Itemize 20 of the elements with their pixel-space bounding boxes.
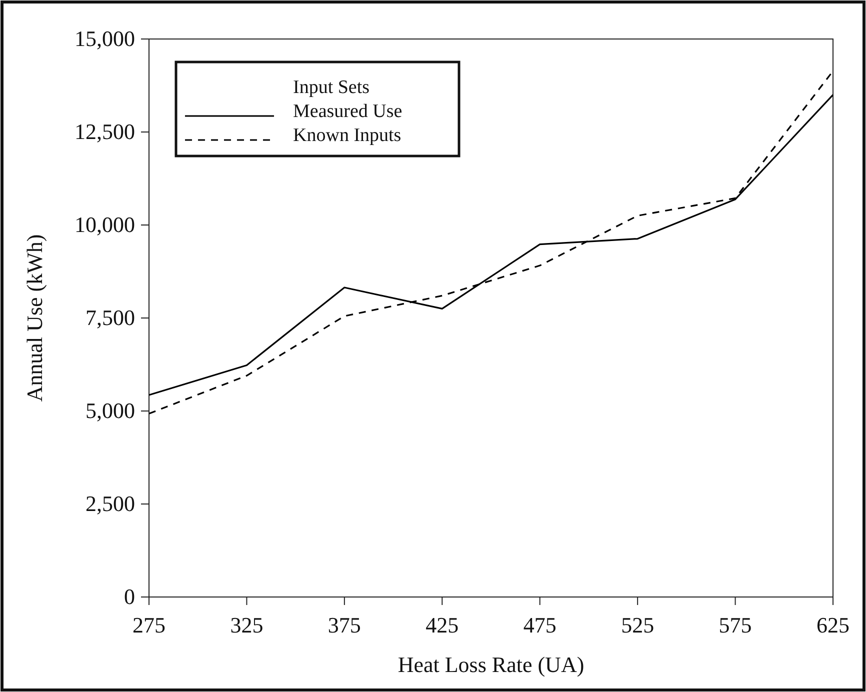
y-tick-label: 10,000 [74, 212, 135, 238]
x-tick-label: 375 [328, 612, 361, 638]
x-tick-label: 525 [621, 612, 654, 638]
y-tick-label: 15,000 [74, 26, 135, 52]
x-tick-label: 575 [718, 612, 752, 638]
legend-label: Measured Use [293, 101, 402, 122]
y-axis-title: Annual Use (kWh) [22, 234, 47, 402]
x-tick-label: 625 [816, 612, 850, 638]
y-tick-label: 5,000 [86, 398, 135, 424]
legend-title: Input Sets [293, 77, 370, 98]
legend-label: Known Inputs [293, 125, 402, 146]
y-tick-label: 7,500 [86, 305, 135, 330]
x-axis-title: Heat Loss Rate (UA) [398, 652, 584, 677]
y-tick-label: 0 [124, 584, 135, 610]
x-tick-label: 475 [523, 612, 556, 638]
x-tick-label: 325 [230, 612, 264, 638]
y-tick-label: 2,500 [86, 491, 135, 516]
y-tick-label: 12,500 [74, 119, 135, 144]
x-tick-label: 425 [426, 612, 459, 638]
x-tick-label: 275 [132, 612, 166, 638]
